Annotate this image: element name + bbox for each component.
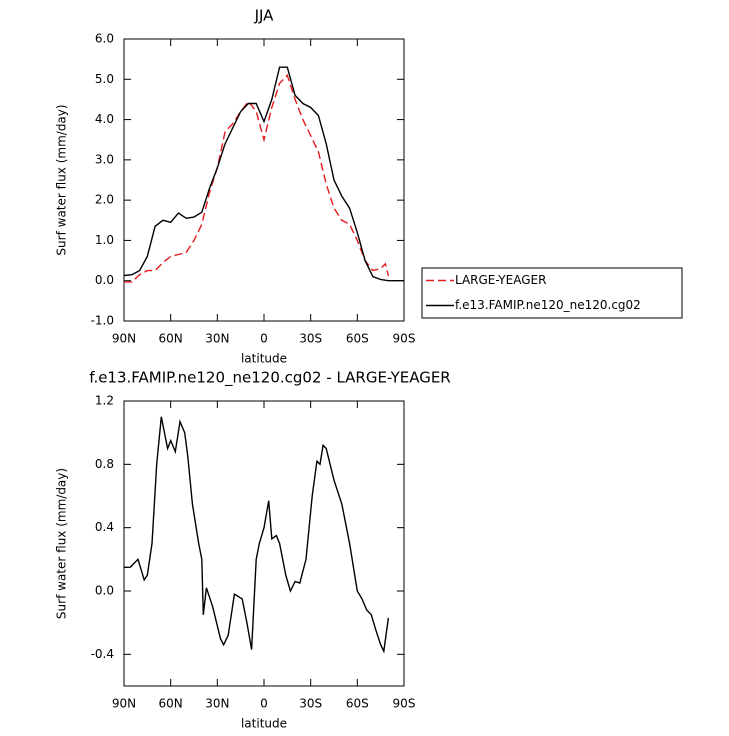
- data-line: [124, 416, 390, 654]
- y-tick-label: 5.0: [95, 72, 114, 86]
- x-tick-label: 0: [260, 697, 268, 711]
- x-tick-label: 60S: [346, 332, 369, 346]
- y-tick-label: 4.0: [95, 112, 114, 126]
- y-tick-label: 0.8: [95, 457, 114, 471]
- y-tick-label: 3.0: [95, 152, 114, 166]
- chart-title: f.e13.FAMIP.ne120_ne120.cg02 - LARGE-YEA…: [89, 369, 450, 388]
- x-tick-label: 60N: [159, 332, 183, 346]
- y-tick-label: 6.0: [95, 32, 114, 46]
- legend-label: f.e13.FAMIP.ne120_ne120.cg02: [455, 298, 641, 312]
- x-tick-label: 90S: [393, 332, 416, 346]
- x-axis-label: latitude: [241, 352, 287, 366]
- x-tick-label: 90S: [393, 697, 416, 711]
- data-line: [124, 73, 390, 283]
- y-tick-label: 2.0: [95, 193, 114, 207]
- y-tick-label: -1.0: [91, 314, 114, 328]
- x-tick-label: 90N: [112, 332, 136, 346]
- x-tick-label: 90N: [112, 697, 136, 711]
- x-tick-label: 60N: [159, 697, 183, 711]
- y-axis-label: Surf water flux (mm/day): [55, 468, 69, 619]
- y-tick-label: 1.0: [95, 233, 114, 247]
- plot-frame: [123, 38, 405, 322]
- x-tick-label: 30N: [205, 697, 229, 711]
- y-tick-label: 0.0: [95, 273, 114, 287]
- legend-label: LARGE-YEAGER: [455, 273, 546, 287]
- y-axis-label: Surf water flux (mm/day): [55, 104, 69, 255]
- x-tick-label: 60S: [346, 697, 369, 711]
- y-tick-label: 0.4: [95, 520, 114, 534]
- y-tick-label: 0.0: [95, 584, 114, 598]
- chart-title: JJA: [254, 7, 275, 25]
- x-tick-label: 30S: [299, 697, 322, 711]
- y-tick-label: 1.2: [95, 394, 114, 408]
- x-tick-label: 0: [260, 332, 268, 346]
- y-tick-label: -0.4: [91, 647, 114, 661]
- legend-box: [421, 267, 683, 319]
- x-tick-label: 30N: [205, 332, 229, 346]
- x-tick-label: 30S: [299, 332, 322, 346]
- x-axis-label: latitude: [241, 717, 287, 731]
- data-line: [123, 66, 404, 282]
